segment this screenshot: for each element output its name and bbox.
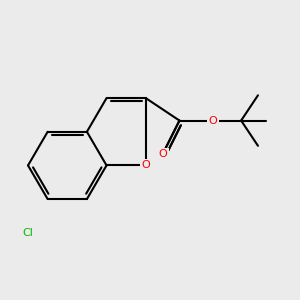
Text: O: O xyxy=(141,160,150,170)
Text: Cl: Cl xyxy=(22,228,34,238)
Text: O: O xyxy=(209,116,218,126)
Text: O: O xyxy=(158,149,167,159)
